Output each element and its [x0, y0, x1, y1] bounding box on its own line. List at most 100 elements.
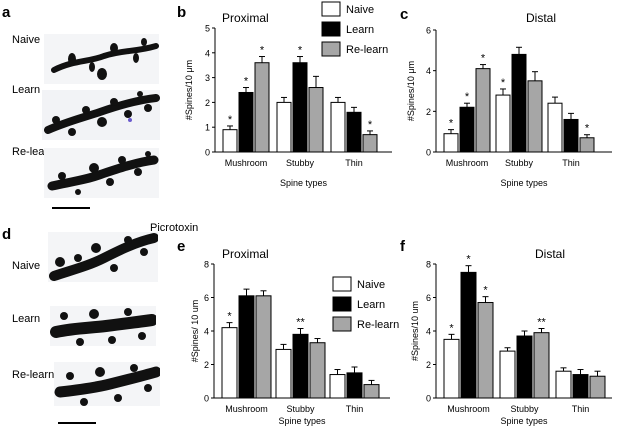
micrograph-label-naive-bottom: Naive — [12, 260, 41, 272]
chart-e-bar-re-learn — [255, 295, 272, 399]
chart-f-bar-learn — [516, 335, 533, 399]
chart-e-y-axis-label: #Spines/ 10 um — [190, 300, 200, 363]
chart-c-y-tick-label: 2 — [426, 107, 431, 117]
chart-c-significance-marker: * — [449, 118, 454, 130]
chart-c-x-tick-label: Thin — [562, 158, 580, 168]
chart-e-significance-marker: * — [227, 311, 232, 323]
chart-e-legend-swatch-learn — [332, 296, 352, 312]
chart-f-bar-learn — [572, 374, 589, 399]
chart-b-x-tick-label: Mushroom — [225, 158, 268, 168]
chart-e-y-tick-label: 6 — [204, 293, 209, 303]
chart-b-legend-swatch-naive — [321, 1, 341, 17]
micrograph-label-learn-bottom: Learn — [12, 313, 41, 325]
chart-f-significance-marker: * — [449, 322, 454, 334]
dendrite-image-learn-top — [42, 90, 160, 140]
chart-c-bar-learn — [511, 53, 527, 153]
chart-b-x-axis-label: Spine types — [280, 178, 328, 188]
chart-e-significance-marker: ** — [296, 316, 305, 328]
chart-f-y-axis-label: #Spines/10 um — [410, 301, 420, 361]
chart-b-y-tick-label: 4 — [205, 48, 210, 58]
chart-c-x-tick-label: Mushroom — [446, 158, 489, 168]
chart-f-x-tick-label: Mushroom — [447, 404, 490, 414]
panel-label-e: e — [177, 238, 186, 255]
chart-e-x-axis-label: Spine types — [278, 416, 326, 426]
chart-e-bar-naive — [221, 327, 238, 399]
chart-f-significance-marker: ** — [537, 316, 546, 328]
chart-b-bar-learn — [238, 91, 254, 153]
chart-f-bar-naive — [443, 338, 460, 399]
chart-b-significance-marker: * — [244, 76, 249, 88]
chart-c-bar-learn — [459, 106, 475, 153]
chart-f-bar-re-learn — [477, 302, 494, 399]
chart-b-y-tick-label: 3 — [205, 73, 210, 83]
chart-f-y-tick-label: 2 — [426, 360, 431, 370]
chart-e-x-tick-label: Thin — [346, 404, 364, 414]
chart-b-y-tick-label: 5 — [205, 24, 210, 34]
chart-f-x-tick-label: Stubby — [510, 404, 539, 414]
chart-b-y-axis-label: #Spines/10 μm — [184, 60, 194, 120]
chart-c-bar-naive — [547, 102, 563, 153]
chart-b-bar-learn — [346, 111, 362, 153]
chart-e-bar-learn — [238, 295, 255, 399]
section-title: Picrotoxin — [150, 222, 199, 234]
chart-b-x-tick-label: Stubby — [286, 158, 315, 168]
chart-b-bar-re-learn — [308, 87, 324, 153]
chart-e-legend-label-re-learn: Re-learn — [357, 319, 399, 331]
chart-b-bar-learn — [292, 62, 308, 153]
chart-b-legend-swatch-re-learn — [321, 41, 341, 57]
chart-c-bar-naive — [443, 133, 459, 153]
chart-c-y-tick-label: 0 — [426, 148, 431, 158]
chart-f-y-tick-label: 6 — [426, 293, 431, 303]
chart-b-legend-label-re-learn: Re-learn — [346, 44, 388, 56]
chart-c-title: Distal — [526, 11, 556, 25]
chart-f-bar-learn — [460, 271, 477, 399]
chart-c-significance-marker: * — [465, 91, 470, 103]
chart-b-y-tick-label: 2 — [205, 98, 210, 108]
chart-b-bar-naive — [222, 129, 238, 153]
chart-e-legend-label-naive: Naive — [357, 279, 385, 291]
chart-e-title: Proximal — [222, 247, 269, 261]
chart-b-significance-marker: * — [260, 45, 265, 57]
chart-e-legend-swatch-re-learn — [332, 316, 352, 332]
chart-c-bar-naive — [495, 94, 511, 153]
chart-c-x-tick-label: Stubby — [505, 158, 534, 168]
chart-b-significance-marker: * — [298, 45, 303, 57]
chart-f-bar-re-learn — [533, 332, 550, 399]
chart-e-y-tick-label: 4 — [204, 327, 209, 337]
chart-e-legend-swatch-naive — [332, 276, 352, 292]
dendrite-image-naive-bottom — [48, 232, 158, 282]
chart-b-title: Proximal — [222, 11, 269, 25]
chart-c-bar-re-learn — [475, 68, 491, 153]
chart-c-significance-marker: * — [501, 77, 506, 89]
panel-label-c: c — [400, 6, 409, 23]
panel-label-f: f — [400, 238, 405, 255]
chart-b-legend-label-naive: Naive — [346, 4, 374, 16]
chart-f-bar-naive — [555, 370, 572, 399]
chart-e-y-tick-label: 2 — [204, 360, 209, 370]
chart-b-significance-marker: * — [228, 114, 233, 126]
chart-c-significance-marker: * — [481, 53, 486, 65]
chart-e-bar-learn — [346, 372, 363, 399]
dendrite-image-naive-top — [44, 34, 159, 84]
chart-c-significance-marker: * — [585, 123, 590, 135]
chart-f-y-tick-label: 0 — [426, 394, 431, 404]
chart-b-legend-label-learn: Learn — [346, 24, 374, 36]
dendrite-image-relearn-bottom — [54, 362, 160, 406]
chart-c-y-tick-label: 6 — [426, 26, 431, 36]
chart-f-x-tick-label: Thin — [572, 404, 590, 414]
chart-f-significance-marker: * — [466, 254, 471, 266]
chart-e-legend-label-learn: Learn — [357, 299, 385, 311]
chart-e-bar-naive — [329, 374, 346, 399]
panel-label-d: d — [2, 226, 12, 243]
chart-e-bar-learn — [292, 333, 309, 399]
chart-f-bar-naive — [499, 350, 516, 399]
chart-b-bar-naive — [276, 101, 292, 153]
chart-f-title: Distal — [535, 247, 565, 261]
chart-e-y-tick-label: 0 — [204, 394, 209, 404]
chart-c-bar-re-learn — [579, 137, 595, 153]
chart-e-x-tick-label: Stubby — [286, 404, 315, 414]
chart-e-bar-re-learn — [363, 384, 380, 399]
micrograph-label-naive-top: Naive — [12, 34, 41, 46]
chart-b-y-tick-label: 1 — [205, 123, 210, 133]
